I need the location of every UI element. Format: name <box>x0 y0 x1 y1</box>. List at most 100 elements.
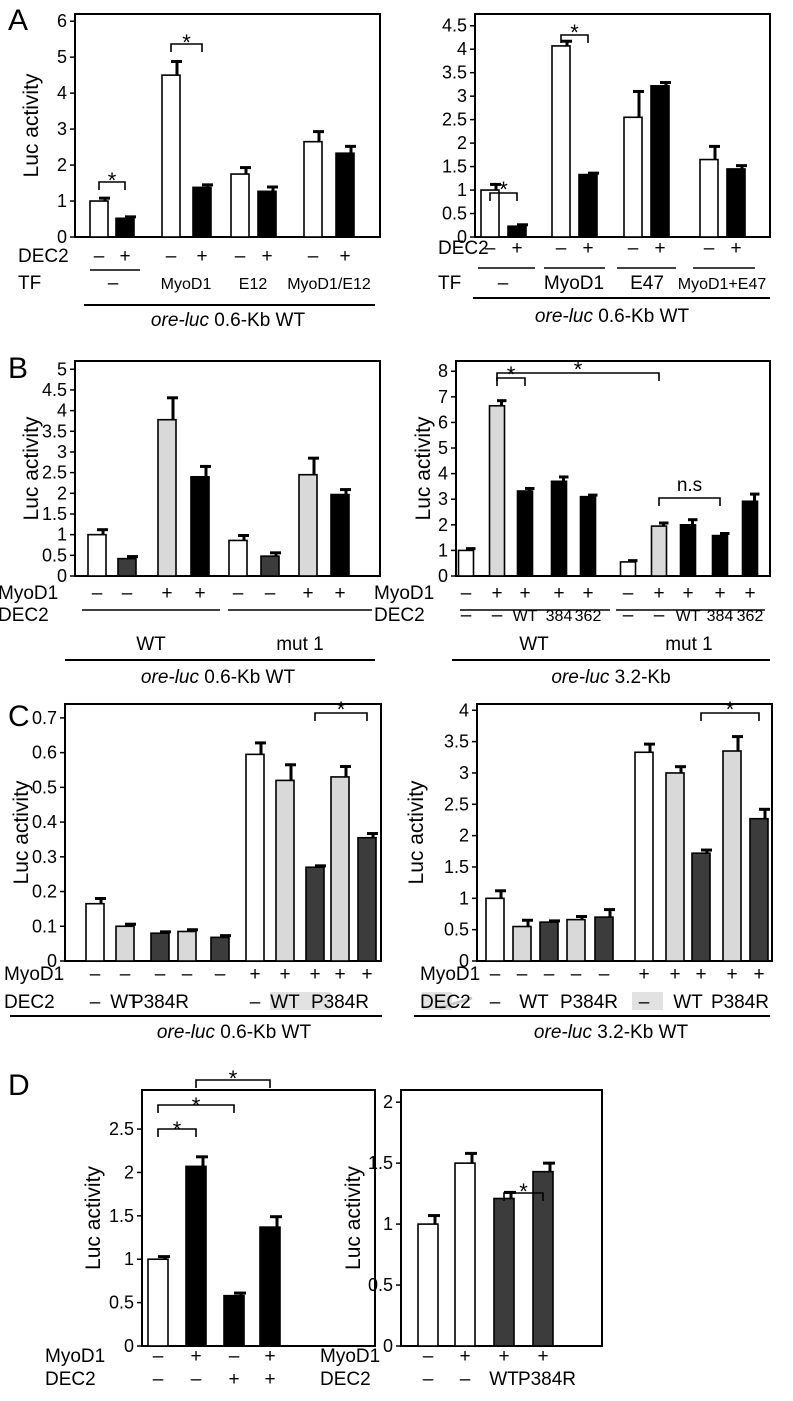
bar <box>417 1223 439 1347</box>
construct-label: ore-luc 0.6-Kb WT <box>141 667 296 688</box>
bar <box>623 116 643 238</box>
significance-bracket <box>658 497 721 506</box>
y-tick-label: 4 <box>457 39 467 59</box>
row-cell: WT <box>673 992 703 1013</box>
plot-frame <box>74 13 381 238</box>
bar <box>551 45 571 238</box>
bar <box>190 475 210 577</box>
row-label-myod1: MyoD1 <box>320 1346 380 1367</box>
row-cell: – <box>229 1346 240 1367</box>
panel-label: D <box>8 1069 30 1102</box>
row-cell: + <box>730 238 741 259</box>
row-cell: – <box>153 1369 164 1390</box>
bar <box>650 85 670 238</box>
row-cell: – <box>108 273 119 294</box>
y-tick-label: 2.5 <box>444 794 469 814</box>
row-label-myod1: MyoD1 <box>45 1346 105 1367</box>
row-cell: + <box>695 964 706 985</box>
bar <box>539 921 559 962</box>
row-cell: + <box>553 583 564 604</box>
bar <box>192 186 212 238</box>
y-tick-label: 1 <box>57 525 67 545</box>
y-tick-label: 4 <box>459 700 469 720</box>
significance-bracket <box>170 43 203 52</box>
bar <box>150 932 170 962</box>
dose-shade <box>632 992 663 1010</box>
y-tick-label: 0 <box>57 566 67 586</box>
construct-label: ore-luc 0.6-Kb WT <box>157 1022 312 1043</box>
y-tick-label: 7 <box>438 387 448 407</box>
row-cell: + <box>682 583 693 604</box>
row-label-myod1: MyoD1 <box>0 583 58 604</box>
y-tick-label: 4.5 <box>42 380 67 400</box>
row-cell: – <box>423 1346 434 1367</box>
row-cell: – <box>265 583 276 604</box>
bar <box>699 158 719 238</box>
row-cell: + <box>161 583 172 604</box>
y-tick-label: 4 <box>57 83 67 103</box>
y-tick-label: 0 <box>383 1336 393 1356</box>
bar <box>335 152 355 238</box>
y-tick-label: 5 <box>57 47 67 67</box>
bar <box>634 751 654 962</box>
y-tick-label: 0 <box>47 951 57 971</box>
row-cell: – <box>182 964 193 985</box>
bar <box>579 495 597 577</box>
bar <box>257 190 277 238</box>
significance-mark: * <box>499 177 508 202</box>
row-cell: P384R <box>518 1369 576 1390</box>
row-cell: + <box>459 1346 470 1367</box>
row-cell: – <box>191 1369 202 1390</box>
bar <box>619 561 637 577</box>
y-tick-label: 1 <box>124 1249 134 1269</box>
bar <box>711 534 729 577</box>
construct-name: ore-luc <box>535 306 594 327</box>
row-cell: – <box>544 964 555 985</box>
construct-label: ore-luc 3.2-Kb <box>551 667 670 688</box>
row-cell: + <box>119 246 130 267</box>
row-cell: – <box>639 992 650 1013</box>
y-tick-label: 5 <box>438 438 448 458</box>
bar <box>85 902 105 962</box>
bar <box>275 779 295 962</box>
significance-bracket <box>496 377 526 386</box>
construct-detail: 0.6-Kb WT <box>199 667 295 688</box>
significance-mark: * <box>519 1179 528 1204</box>
row-cell: – <box>461 583 472 604</box>
row-label-myod1: MyoD1 <box>420 964 480 985</box>
y-axis-label: Luc activity <box>405 780 428 884</box>
y-tick-label: 0.3 <box>32 847 57 867</box>
y-tick-label: 1.5 <box>368 1153 393 1173</box>
row-cell: – <box>235 246 246 267</box>
construct-detail: 3.2-Kb WT <box>592 1022 688 1043</box>
y-tick-label: 0 <box>457 227 467 247</box>
bar <box>357 836 377 962</box>
bar <box>245 753 265 962</box>
bar <box>87 533 107 577</box>
bar <box>722 750 742 962</box>
y-tick-label: 3.5 <box>444 732 469 752</box>
construct-name: ore-luc <box>551 667 610 688</box>
row-cell: WT <box>270 992 300 1013</box>
panel-label: B <box>8 352 28 385</box>
y-tick-label: 1 <box>438 540 448 560</box>
row-cell: WT <box>513 608 538 625</box>
y-tick-label: 1 <box>457 180 467 200</box>
bar <box>115 925 135 962</box>
row-cell: – <box>599 964 610 985</box>
row-cell: + <box>228 1369 239 1390</box>
y-tick-label: 3 <box>57 119 67 139</box>
construct-detail: 0.6-Kb WT <box>593 306 689 327</box>
bar <box>210 936 230 962</box>
row-cell: – <box>704 238 715 259</box>
row-cell: 362 <box>737 608 764 625</box>
row-cell: 362 <box>575 608 602 625</box>
row-cell: – <box>215 964 226 985</box>
y-tick-label: 3 <box>459 763 469 783</box>
y-tick-label: 1.5 <box>42 504 67 524</box>
plot-frame <box>74 360 381 577</box>
row-cell: + <box>264 1346 275 1367</box>
y-tick-label: 2 <box>459 826 469 846</box>
